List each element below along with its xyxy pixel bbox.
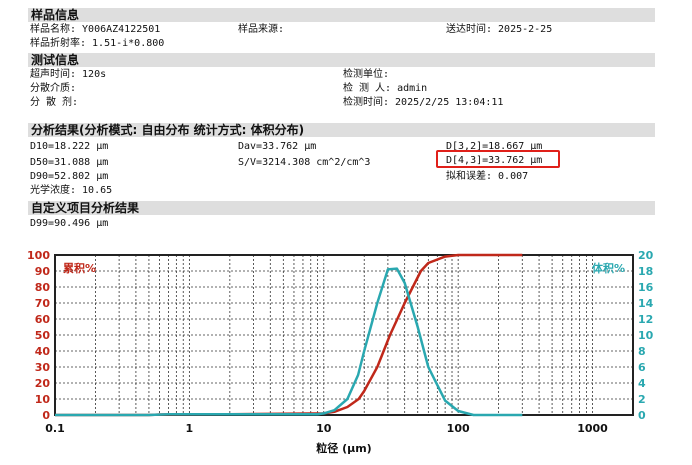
test-time: 检测时间: 2025/2/25 13:04:11 (343, 97, 504, 108)
analysis-results-header: 分析结果(分析模式: 自由分布 统计方式: 体积分布) (28, 123, 655, 137)
d43: D[4,3]=33.762 μm (446, 155, 543, 166)
x-tick-label: 100 (447, 422, 470, 435)
dispersion-medium: 分散介质: (30, 83, 77, 94)
d90: D90=52.802 μm (30, 171, 109, 182)
operator: 检 测 人: admin (343, 83, 428, 94)
volume-legend-label: 体积% (592, 261, 625, 275)
y-right-tick-label: 12 (638, 313, 653, 326)
y-right-tick-label: 10 (638, 329, 654, 342)
y-right-tick-label: 14 (638, 297, 654, 310)
cumulative-legend-label: 累积% (63, 261, 96, 275)
y-right-tick-label: 18 (638, 265, 653, 278)
d50: D50=31.088 μm (30, 157, 109, 168)
test-unit: 检测单位: (343, 69, 390, 80)
y-right-tick-label: 8 (638, 345, 646, 358)
x-tick-label: 1000 (577, 422, 608, 435)
d32: D[3,2]=18.667 μm (446, 141, 543, 152)
custom-results-header: 自定义项目分析结果 (28, 201, 655, 215)
x-tick-label: 0.1 (45, 422, 65, 435)
y-left-tick-label: 100 (27, 249, 50, 262)
d99: D99=90.496 μm (30, 218, 109, 229)
y-left-tick-label: 30 (35, 361, 51, 374)
plot-frame (54, 254, 634, 416)
x-tick-label: 1 (186, 422, 194, 435)
y-right-tick-label: 4 (638, 377, 646, 390)
delivery-date: 送达时间: 2025-2-25 (446, 24, 553, 35)
volume-curve (55, 267, 523, 417)
ultrasound-time: 超声时间: 120s (30, 69, 107, 80)
d43-highlight-box (436, 150, 560, 168)
test-info-header: 测试信息 (28, 53, 655, 67)
y-right-tick-label: 6 (638, 361, 646, 374)
sample-name: 样品名称: Y006AZ4122501 (30, 24, 161, 35)
y-left-tick-label: 40 (35, 345, 51, 358)
refractive-index: 样品折射率: 1.51-i*0.800 (30, 38, 165, 49)
y-right-tick-label: 2 (638, 393, 646, 406)
d10: D10=18.222 μm (30, 141, 109, 152)
y-left-tick-label: 0 (42, 409, 50, 422)
y-right-tick-label: 20 (638, 249, 654, 262)
sample-info-header: 样品信息 (28, 8, 655, 22)
dav: Dav=33.762 μm (238, 141, 317, 152)
y-left-tick-label: 70 (35, 297, 51, 310)
sample-source: 样品来源: (238, 24, 285, 35)
optical-concentration: 光学浓度: 10.65 (30, 185, 113, 196)
y-left-tick-label: 80 (35, 281, 51, 294)
y-right-tick-label: 16 (638, 281, 654, 294)
y-left-tick-label: 60 (35, 313, 51, 326)
x-axis-label: 粒径 (μm) (316, 441, 371, 455)
surface-volume-ratio: S/V=3214.308 cm^2/cm^3 (238, 157, 371, 168)
y-right-tick-label: 0 (638, 409, 646, 422)
fit-error: 拟和误差: 0.007 (446, 171, 529, 182)
y-left-tick-label: 20 (35, 377, 51, 390)
y-left-tick-label: 90 (35, 265, 51, 278)
dispersant: 分 散 剂: (30, 97, 79, 108)
y-left-tick-label: 50 (35, 329, 51, 342)
y-left-tick-label: 10 (35, 393, 51, 406)
x-tick-label: 10 (316, 422, 332, 435)
